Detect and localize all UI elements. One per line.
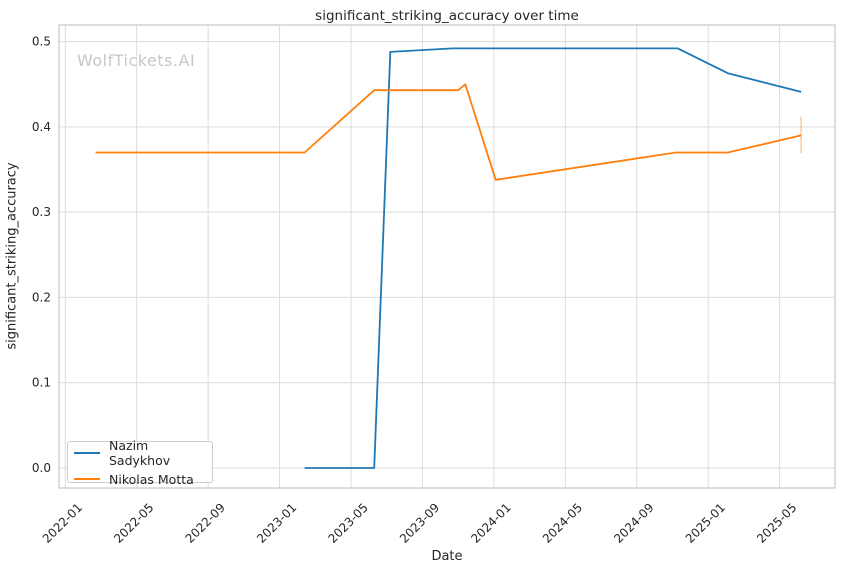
legend-line-swatch-orange bbox=[74, 478, 100, 480]
x-axis-label: Date bbox=[431, 549, 463, 564]
series-line-nazim-sadykhov bbox=[304, 47, 802, 469]
y-axis-label: significant_striking_accuracy bbox=[4, 162, 20, 350]
x-tick-label: 2025-05 bbox=[754, 500, 799, 545]
x-tick-label: 2024-01 bbox=[468, 500, 513, 545]
plot-frame bbox=[58, 24, 836, 489]
y-tick-label: 0.1 bbox=[32, 376, 51, 390]
legend-entry-nikolas-motta: Nikolas Motta bbox=[74, 472, 206, 487]
x-tick-label: 2024-09 bbox=[611, 500, 656, 545]
y-tick-label: 0.0 bbox=[32, 461, 51, 475]
chart-title: significant_striking_accuracy over time bbox=[315, 8, 579, 24]
plot-background bbox=[59, 25, 835, 488]
legend-line-swatch-blue bbox=[74, 451, 100, 454]
x-tick-label: 2023-05 bbox=[325, 500, 370, 545]
x-tick-label: 2024-05 bbox=[540, 500, 585, 545]
legend-entry-nazim-sadykhov: Nazim Sadykhov bbox=[74, 438, 206, 468]
x-tick-label: 2022-05 bbox=[111, 500, 156, 545]
watermark: WolfTickets.AI bbox=[77, 51, 196, 70]
y-tick-label: 0.4 bbox=[32, 120, 51, 134]
x-tick-label: 2025-01 bbox=[683, 500, 728, 545]
series-line-nikolas-motta bbox=[95, 83, 802, 181]
x-tick-label: 2023-09 bbox=[397, 500, 442, 545]
legend-label: Nikolas Motta bbox=[109, 471, 194, 487]
y-tick-label: 0.5 bbox=[32, 35, 51, 49]
legend-label: Nazim Sadykhov bbox=[109, 437, 171, 468]
legend: Nazim Sadykhov Nikolas Motta bbox=[67, 438, 213, 487]
x-tick-label: 2023-01 bbox=[254, 500, 299, 545]
y-tick-label: 0.2 bbox=[32, 290, 51, 304]
x-tick-label: 2022-01 bbox=[40, 500, 85, 545]
x-tick-label: 2022-09 bbox=[183, 500, 228, 545]
y-tick-label: 0.3 bbox=[32, 205, 51, 219]
